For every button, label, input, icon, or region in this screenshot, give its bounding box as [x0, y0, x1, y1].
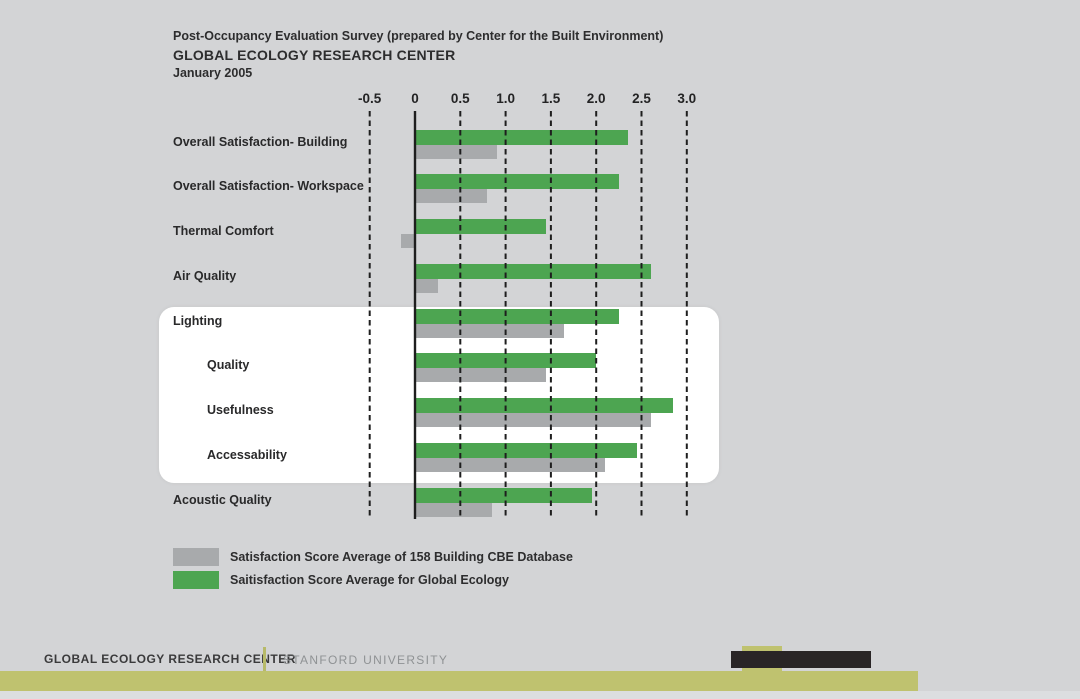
legend-label-global-ecology: Saitisfaction Score Average for Global E… [230, 573, 510, 587]
legend-swatch-global-ecology [173, 571, 219, 589]
legend-swatch-cbe-database [173, 548, 219, 566]
category-label-lighting: Lighting [173, 313, 223, 328]
bar-cbe-database-0 [415, 144, 497, 159]
x-tick-label-2.0: 2.0 [586, 91, 606, 106]
category-label-air-quality: Air Quality [173, 268, 237, 283]
bar-global-ecology-6 [415, 398, 674, 413]
chart-title: Post-Occupancy Evaluation Survey (prepar… [173, 29, 664, 43]
bar-global-ecology-2 [415, 219, 547, 234]
bar-global-ecology-0 [415, 129, 628, 145]
footer-university-name: STANFORD UNIVERSITY [283, 653, 449, 667]
category-label-overall-satisfaction-workspace: Overall Satisfaction- Workspace [173, 179, 364, 194]
chart-date: January 2005 [173, 66, 253, 80]
x-tick-label-0: 0 [411, 91, 419, 106]
bar-cbe-database-3 [415, 278, 438, 293]
footer-bottom-strip [0, 691, 1080, 699]
bar-global-ecology-1 [415, 174, 619, 190]
category-label-acoustic-quality: Acoustic Quality [173, 492, 272, 507]
bar-cbe-database-7 [415, 457, 606, 472]
category-label-quality: Quality [207, 358, 250, 373]
footer-divider [263, 647, 266, 673]
bar-global-ecology-4 [415, 308, 619, 324]
category-label-usefulness: Usefulness [207, 403, 274, 417]
bar-cbe-database-6 [415, 413, 651, 427]
bar-cbe-database-5 [415, 368, 547, 383]
bar-global-ecology-3 [415, 263, 651, 279]
category-label-accessability: Accessability [207, 447, 287, 462]
footer-accent-band [0, 671, 918, 691]
x-tick-label-1.0: 1.0 [496, 91, 515, 106]
footer-dark-bar [731, 651, 871, 668]
category-label-thermal-comfort: Thermal Comfort [173, 224, 274, 238]
x-tick-label-1.5: 1.5 [541, 91, 561, 106]
x-tick-label-3.0: 3.0 [677, 91, 697, 106]
bar-cbe-database-8 [415, 502, 492, 517]
bar-global-ecology-7 [415, 442, 637, 458]
x-tick-label--0.5: -0.5 [358, 91, 382, 106]
bar-global-ecology-8 [415, 487, 592, 503]
x-tick-label-0.5: 0.5 [450, 91, 470, 106]
bar-cbe-database-1 [415, 189, 488, 204]
x-tick-label-2.5: 2.5 [632, 91, 651, 106]
legend-label-cbe-database: Satisfaction Score Average of 158 Buildi… [230, 550, 573, 564]
category-label-overall-satisfaction-building: Overall Satisfaction- Building [173, 134, 348, 149]
bar-cbe-database-4 [415, 323, 565, 338]
bar-cbe-database-2 [401, 234, 415, 248]
chart-subtitle: GLOBAL ECOLOGY RESEARCH CENTER [173, 47, 456, 63]
footer-org-name: GLOBAL ECOLOGY RESEARCH CENTER [44, 652, 296, 666]
